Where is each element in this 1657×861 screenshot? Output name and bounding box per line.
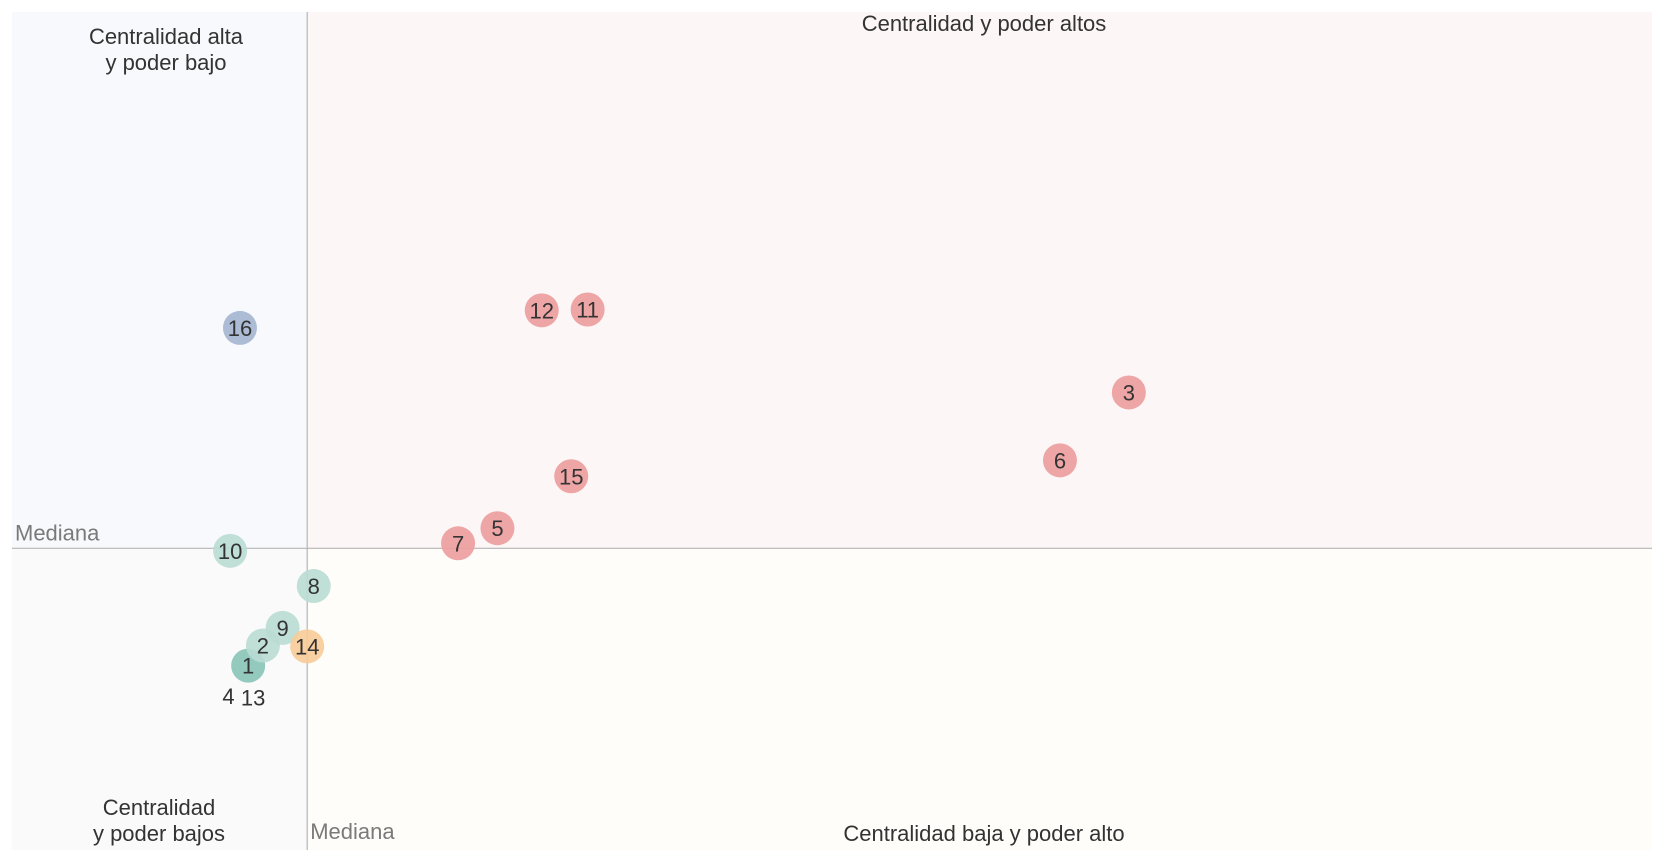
point-label: 7 <box>452 531 464 556</box>
point-5[interactable]: 5 <box>480 511 515 546</box>
quadrant-label-bottom-right: Centralidad baja y poder alto <box>843 821 1124 846</box>
point-15[interactable]: 15 <box>554 459 589 494</box>
point-label: 2 <box>257 634 269 659</box>
point-label: 1 <box>242 654 254 679</box>
point-marker[interactable] <box>290 629 325 664</box>
quadrant-label-bottom-left: Centralidad y poder bajos <box>93 795 225 846</box>
point-marker[interactable] <box>1042 443 1077 478</box>
point-label: 8 <box>308 574 320 599</box>
median-label-vertical: Mediana <box>310 819 395 844</box>
point-11[interactable]: 11 <box>570 292 605 327</box>
point-label: 16 <box>228 316 252 341</box>
point-9[interactable]: 9 <box>265 610 300 645</box>
point-16[interactable]: 16 <box>222 310 257 345</box>
point-7[interactable]: 7 <box>441 526 476 561</box>
point-marker[interactable] <box>1111 375 1146 410</box>
point-label: 3 <box>1123 380 1135 405</box>
point-label: 12 <box>529 298 553 323</box>
point-marker[interactable] <box>213 533 248 568</box>
point-marker[interactable] <box>554 459 589 494</box>
point-marker[interactable] <box>480 511 515 546</box>
point-6[interactable]: 6 <box>1042 443 1077 478</box>
point-label: 9 <box>276 616 288 641</box>
point-marker[interactable] <box>265 610 300 645</box>
point-label: 14 <box>295 634 319 659</box>
quadrant-bottom-left <box>12 548 308 850</box>
point-label: 4 <box>222 684 234 709</box>
quadrant-top-left <box>12 12 308 549</box>
point-label: 5 <box>491 516 503 541</box>
point-12[interactable]: 12 <box>524 293 559 328</box>
point-label: 10 <box>218 539 242 564</box>
quadrant-top-right <box>307 12 1653 549</box>
point-label: 11 <box>576 297 599 322</box>
point-marker[interactable] <box>524 293 559 328</box>
quadrant-label-top-right: Centralidad y poder altos <box>862 11 1107 36</box>
point-label: 6 <box>1054 448 1066 473</box>
point-3[interactable]: 3 <box>1111 375 1146 410</box>
point-marker[interactable] <box>296 569 331 604</box>
point-marker[interactable] <box>441 526 476 561</box>
point-14[interactable]: 14 <box>290 629 325 664</box>
point-label: 13 <box>241 685 265 710</box>
quadrant-label-top-left: Centralidad alta y poder bajo <box>89 24 244 75</box>
point-10[interactable]: 10 <box>213 533 248 568</box>
point-13[interactable]: 13 <box>241 685 265 710</box>
point-label: 15 <box>559 464 583 489</box>
point-8[interactable]: 8 <box>296 569 331 604</box>
median-label-horizontal: Mediana <box>15 520 100 545</box>
point-marker[interactable] <box>222 310 257 345</box>
point-marker[interactable] <box>570 292 605 327</box>
point-4[interactable]: 4 <box>222 684 234 709</box>
quadrant-bottom-right <box>307 548 1653 850</box>
